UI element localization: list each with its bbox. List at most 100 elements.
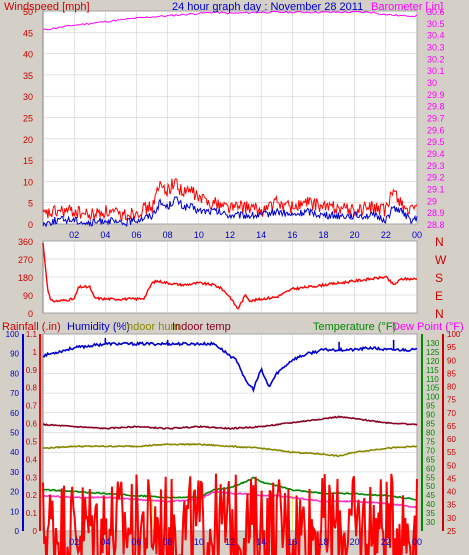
rainfall-tick-7: 0.7 bbox=[26, 402, 38, 411]
dew-point-tick-11: 80 bbox=[447, 383, 456, 392]
compass-tick-1: E bbox=[435, 289, 443, 303]
chart-title: 24 hour graph day : November 28 2011 bbox=[172, 1, 363, 13]
wind-direction-grid bbox=[43, 240, 418, 314]
th-x-tick-6: 14 bbox=[256, 537, 266, 547]
dew-point-tick-3: 40 bbox=[447, 488, 456, 497]
wind-x-tick-5: 12 bbox=[225, 230, 235, 240]
windspeed-tick-10: 50 bbox=[23, 7, 33, 17]
wind-barometer-series-1 bbox=[42, 178, 418, 222]
humidity-tick-9: 90 bbox=[10, 350, 19, 359]
rainfall-tick-4: 0.4 bbox=[26, 455, 38, 464]
direction-degree-tick-0: 0 bbox=[28, 309, 33, 319]
barometer-tick-6: 29.4 bbox=[427, 149, 445, 159]
dew-point-tick-2: 35 bbox=[447, 501, 456, 510]
wind-x-tick-1: 04 bbox=[100, 230, 110, 240]
dew-point-tick-10: 75 bbox=[447, 396, 456, 405]
temperature-humidity-x-axis: 02 04 06 08 10 12 14 16 18 20 22 00 bbox=[69, 537, 422, 547]
barometer-tick-15: 30.3 bbox=[427, 43, 445, 53]
dew-point-tick-0: 25 bbox=[447, 527, 456, 536]
barometer-tick-10: 29.8 bbox=[427, 102, 445, 112]
windspeed-axis-title: Windspeed [mph] bbox=[4, 1, 90, 13]
temperature-tick-7: 65 bbox=[426, 455, 435, 464]
barometer-tick-16: 30.4 bbox=[427, 31, 445, 41]
th-x-tick-10: 22 bbox=[381, 537, 391, 547]
th-series-1 bbox=[43, 415, 418, 430]
temperature-tick-18: 120 bbox=[426, 357, 440, 366]
rainfall-tick-9: 0.9 bbox=[26, 366, 38, 375]
temperature-tick-3: 45 bbox=[426, 491, 435, 500]
wind-barometer-grid bbox=[43, 10, 418, 225]
wind-x-tick-7: 16 bbox=[287, 230, 297, 240]
humidity-tick-0: 0 bbox=[15, 527, 20, 536]
humidity-tick-3: 30 bbox=[10, 468, 19, 477]
compass-tick-3: W bbox=[435, 253, 447, 267]
compass-tick-4: N bbox=[435, 235, 444, 249]
wind-x-tick-6: 14 bbox=[256, 230, 266, 240]
th-x-tick-11: 00 bbox=[412, 537, 422, 547]
barometer-tick-9: 29.7 bbox=[427, 114, 445, 124]
barometer-tick-12: 30 bbox=[427, 78, 437, 88]
temperature-tick-17: 115 bbox=[426, 366, 439, 375]
dew-point-tick-12: 85 bbox=[447, 369, 456, 378]
dew-point-tick-14: 95 bbox=[447, 343, 456, 352]
dew-point-tick-9: 70 bbox=[447, 409, 456, 418]
rainfall-tick-11: 1.1 bbox=[26, 330, 38, 339]
temperature-tick-0: 30 bbox=[426, 518, 435, 527]
humidity-tick-1: 10 bbox=[10, 507, 19, 516]
barometer-tick-17: 30.5 bbox=[427, 19, 445, 29]
dew-point-tick-4: 45 bbox=[447, 474, 456, 483]
temperature-tick-11: 85 bbox=[426, 420, 435, 429]
th-x-tick-4: 10 bbox=[194, 537, 204, 547]
temperature-tick-1: 35 bbox=[426, 509, 435, 518]
barometer-tick-0: 28.8 bbox=[427, 220, 445, 230]
rainfall-tick-10: 1 bbox=[33, 348, 38, 357]
windspeed-tick-8: 40 bbox=[23, 50, 33, 60]
temperature-tick-19: 125 bbox=[426, 348, 440, 357]
temperature-tick-4: 50 bbox=[426, 482, 435, 491]
dew-point-tick-8: 65 bbox=[447, 422, 456, 431]
dew-point-tick-5: 50 bbox=[447, 461, 456, 470]
dew-point-tick-15: 100 bbox=[447, 330, 461, 339]
temperature-tick-8: 70 bbox=[426, 446, 435, 455]
rainfall-tick-3: 0.3 bbox=[26, 473, 38, 482]
dew-point-tick-7: 60 bbox=[447, 435, 456, 444]
wind-barometer-series bbox=[42, 10, 418, 228]
compass-tick-0: N bbox=[435, 307, 444, 321]
temperature-axis-title: Temperature (°F) bbox=[313, 321, 396, 333]
indoor-hum-axis-title: Indoor hum bbox=[124, 321, 180, 333]
barometer-tick-11: 29.9 bbox=[427, 90, 445, 100]
compass-tick-2: S bbox=[435, 271, 443, 285]
wind-direction-degrees-axis: 0 90 180 270 360 bbox=[18, 237, 33, 319]
humidity-tick-10: 100 bbox=[6, 330, 20, 339]
th-x-tick-2: 06 bbox=[131, 537, 141, 547]
rainfall-tick-0: 0 bbox=[33, 527, 38, 536]
barometer-tick-2: 29 bbox=[427, 196, 437, 206]
barometer-tick-18: 30.6 bbox=[427, 7, 445, 17]
temperature-tick-2: 40 bbox=[426, 500, 435, 509]
wind-x-tick-4: 10 bbox=[194, 230, 204, 240]
indoor-temp-axis-title: Indoor temp bbox=[172, 321, 231, 333]
temperature-tick-9: 75 bbox=[426, 437, 435, 446]
wind-x-tick-3: 08 bbox=[163, 230, 173, 240]
temperature-humidity-axes: 0 10 20 30 40 50 60 70 80 90 100 0 0.1 0.2 0.3 0.4 0.5 0.… bbox=[6, 330, 461, 536]
th-x-tick-0: 02 bbox=[69, 537, 79, 547]
humidity-tick-8: 80 bbox=[10, 369, 19, 378]
windspeed-tick-9: 45 bbox=[23, 28, 33, 38]
th-x-tick-3: 08 bbox=[163, 537, 173, 547]
windspeed-axis: 0 5 10 15 20 25 30 35 40 45 50 bbox=[23, 7, 33, 230]
wind-barometer-x-axis: 02 04 06 08 10 12 14 16 18 20 22 00 bbox=[69, 230, 422, 240]
temperature-tick-6: 60 bbox=[426, 464, 435, 473]
direction-degree-tick-1: 90 bbox=[23, 291, 33, 301]
th-x-tick-5: 12 bbox=[225, 537, 235, 547]
barometer-tick-5: 29.3 bbox=[427, 161, 445, 171]
barometer-tick-7: 29.5 bbox=[427, 137, 445, 147]
rainfall-axis-title: Rainfall (.in) bbox=[2, 321, 61, 333]
barometer-tick-14: 30.2 bbox=[427, 54, 445, 64]
temperature-tick-10: 80 bbox=[426, 429, 435, 438]
humidity-tick-4: 40 bbox=[10, 448, 19, 457]
temperature-tick-20: 130 bbox=[426, 339, 440, 348]
humidity-tick-7: 70 bbox=[10, 389, 19, 398]
th-x-tick-7: 16 bbox=[287, 537, 297, 547]
humidity-tick-5: 50 bbox=[10, 429, 19, 438]
